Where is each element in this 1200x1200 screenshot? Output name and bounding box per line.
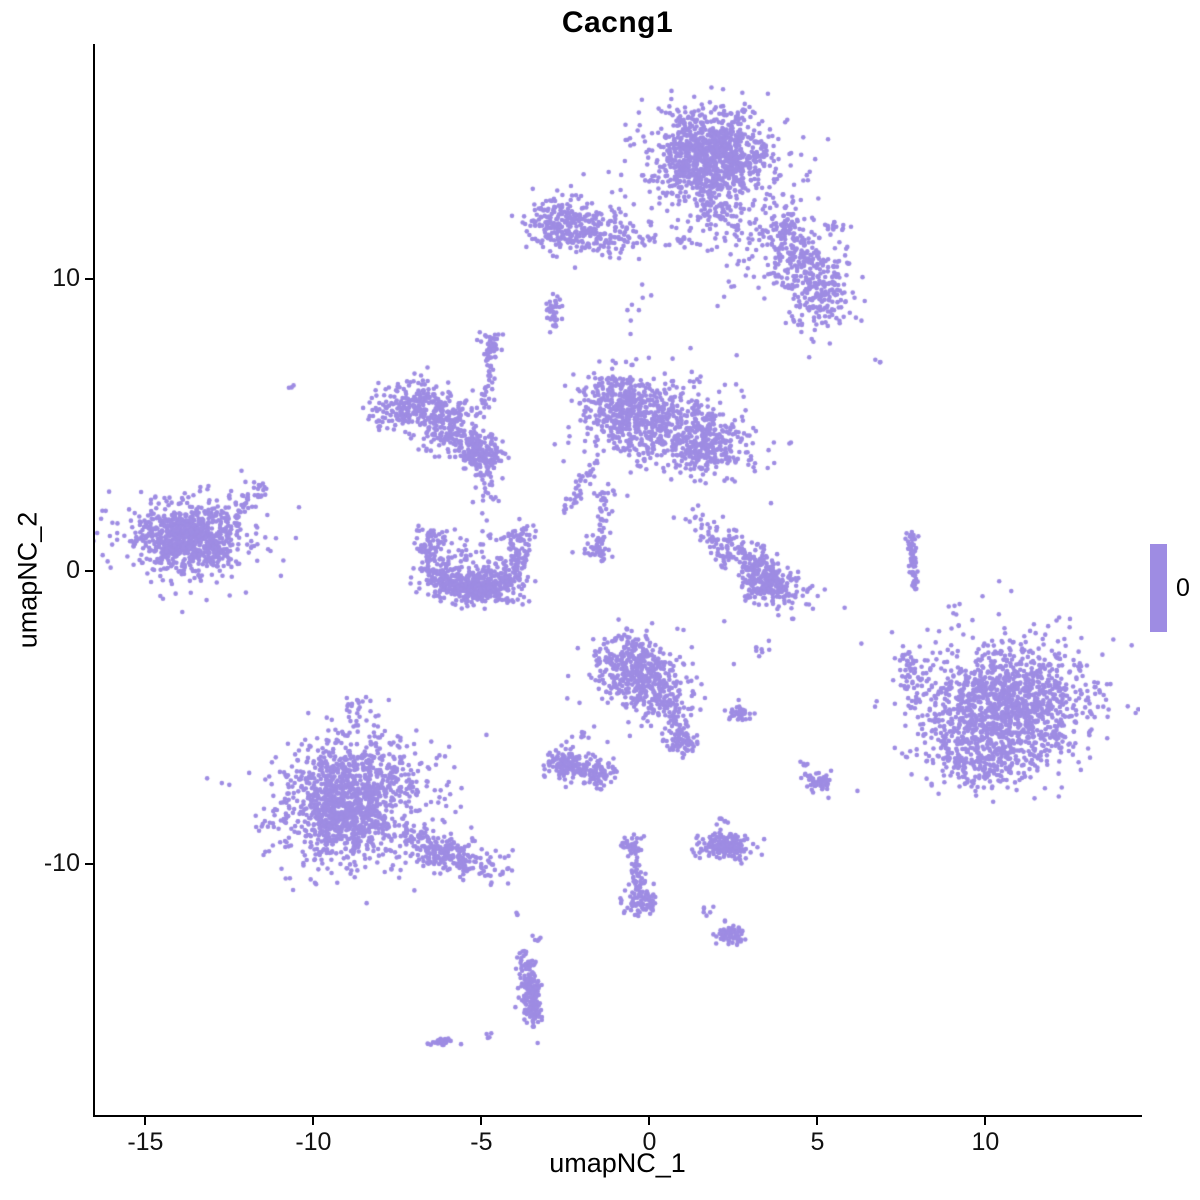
y-tick-label: 0 (66, 556, 80, 585)
scatter-points-canvas (95, 45, 1140, 1115)
x-tick-label: 0 (642, 1128, 657, 1156)
x-tick-mark (144, 1117, 147, 1125)
plot-title: Cacng1 (561, 6, 674, 39)
legend-colorbar (1150, 544, 1167, 632)
x-tick-mark (480, 1117, 483, 1125)
y-tick-mark (85, 277, 93, 280)
x-tick-label: -10 (295, 1128, 332, 1156)
legend-label: 0 (1176, 574, 1190, 602)
x-axis-line (93, 1115, 1142, 1117)
x-tick-label: -5 (470, 1128, 493, 1156)
x-tick-mark (312, 1117, 315, 1125)
x-tick-mark (648, 1117, 651, 1125)
y-tick-mark (85, 862, 93, 865)
y-tick-mark (85, 570, 93, 573)
x-tick-mark (984, 1117, 987, 1125)
x-tick-mark (816, 1117, 819, 1125)
legend: 0 (1150, 544, 1200, 634)
y-tick-label: -10 (43, 848, 80, 877)
y-tick-label: 10 (52, 263, 80, 292)
y-axis-line (93, 44, 95, 1117)
x-tick-label: -15 (127, 1128, 164, 1156)
y-axis-title: umapNC_2 (12, 511, 43, 649)
x-tick-label: 10 (971, 1128, 1000, 1156)
x-axis-title: umapNC_1 (549, 1148, 686, 1178)
x-tick-label: 5 (810, 1128, 825, 1156)
